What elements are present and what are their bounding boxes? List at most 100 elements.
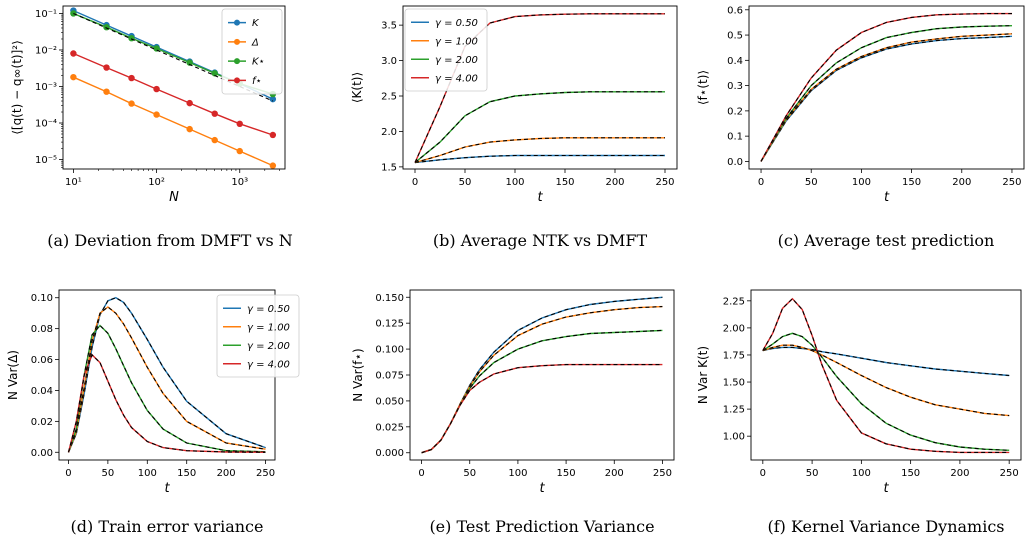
series-marker — [70, 50, 77, 57]
y-tick-label: 1.50 — [723, 378, 745, 389]
legend-label: Δ — [251, 37, 259, 48]
y-tick-label: 0.100 — [375, 345, 404, 356]
x-tick-label: 10¹ — [65, 177, 82, 188]
y-tick-label: 0.050 — [375, 396, 404, 407]
dmft-dashed-line — [67, 324, 266, 453]
x-tick-label: 250 — [256, 468, 275, 479]
axes-frame — [748, 5, 1025, 170]
y-tick-label: 0.000 — [375, 448, 404, 459]
legend-box — [404, 8, 488, 92]
dmft-dashed-line — [760, 35, 1013, 162]
legend-label: γ = 4.00 — [247, 359, 290, 370]
x-tick-label: 0 — [760, 468, 766, 479]
x-tick-label: 200 — [950, 468, 969, 479]
dmft-dashed-line — [414, 137, 665, 164]
y-tick-label: 2.5 — [381, 92, 397, 103]
y-tick-label: 0.025 — [375, 422, 404, 433]
x-tick-label: 200 — [952, 177, 971, 188]
dmft-dashed-line — [67, 306, 266, 453]
axes-frame — [62, 5, 286, 170]
dmft-dashed-line — [414, 154, 665, 164]
series-marker — [153, 85, 160, 93]
subplot-caption: (b) Average NTK vs DMFT — [433, 231, 648, 250]
series-line-1 — [762, 344, 1010, 417]
dmft-dashed-line — [67, 297, 266, 453]
series-marker — [186, 99, 193, 107]
subplot-caption: (d) Train error variance — [71, 517, 264, 536]
dmft-dashed-line — [414, 91, 665, 164]
y-tick-label: 0.3 — [727, 81, 743, 92]
subplot-e: 0 50 100 150 200 250 0.000 0.025 0.050 0.075 0.100… — [351, 289, 675, 536]
x-tick-label: 50 — [805, 177, 818, 188]
subplot-caption: (a) Deviation from DMFT vs N — [47, 231, 293, 250]
series-line-0 — [414, 154, 665, 164]
x-tick-label: 0 — [758, 177, 764, 188]
y-tick-label: 0.125 — [375, 319, 404, 330]
y-tick-label: 0.6 — [727, 5, 743, 16]
x-tick-label: 250 — [655, 177, 674, 188]
legend-marker — [234, 58, 240, 65]
x-tick-label: 200 — [605, 468, 624, 479]
x-axis-label: t — [539, 481, 545, 496]
legend: γ = 0.50 γ = 1.00 γ = 2.00 γ = 4.00 — [404, 8, 488, 92]
y-tick-label: 0.08 — [31, 324, 53, 335]
y-tick-label: 0.4 — [727, 56, 743, 67]
series-marker — [128, 74, 135, 82]
y-tick-label: 1.25 — [723, 405, 745, 416]
series-marker — [128, 100, 135, 107]
y-tick-label: 0.0 — [727, 157, 743, 168]
series-marker — [103, 64, 110, 71]
y-axis-label: N Var K(t) — [696, 346, 710, 404]
x-axis-label: t — [537, 190, 543, 205]
dmft-dashed-line — [760, 13, 1012, 162]
plot-area — [421, 296, 663, 454]
series-marker — [70, 73, 77, 81]
legend-label: γ = 2.00 — [435, 55, 478, 66]
x-tick-label: 0 — [65, 468, 71, 479]
x-tick-label: 50 — [463, 468, 476, 479]
series-marker — [70, 10, 77, 17]
x-tick-label: 0 — [418, 468, 424, 479]
y-axis-label: N Var(Δ) — [6, 350, 20, 400]
series-line-2 — [421, 329, 663, 454]
y-tick-label: 3.5 — [381, 21, 397, 32]
series-marker — [211, 110, 218, 117]
y-tick-label: 0.10 — [31, 293, 53, 304]
legend-label: γ = 2.00 — [247, 341, 290, 352]
legend-label: γ = 0.50 — [247, 304, 290, 315]
legend-label: K⋆ — [252, 57, 265, 68]
legend-label: γ = 4.00 — [435, 73, 478, 84]
plot-area — [762, 297, 1010, 454]
dmft-dashed-line — [762, 346, 1010, 377]
series-marker — [211, 136, 218, 144]
series-marker — [186, 125, 193, 133]
dmft-dashed-line — [762, 297, 1010, 453]
series-marker — [269, 131, 277, 139]
subplot-f: 0 50 100 150 200 250 1.00 1.25 1.50 1.75 2.00 2.25 t… — [696, 289, 1022, 536]
x-tick-label: 200 — [605, 177, 624, 188]
x-tick-label: 150 — [177, 468, 196, 479]
x-tick-label: 50 — [459, 177, 472, 188]
legend-marker — [234, 77, 240, 84]
x-tick-label: 100 — [138, 468, 157, 479]
x-tick-label: 10³ — [231, 177, 248, 188]
x-axis-label: t — [883, 481, 889, 496]
x-tick-label: 100 — [852, 177, 871, 188]
axes-frame — [750, 289, 1022, 461]
y-tick-label: 1.5 — [381, 162, 397, 173]
x-axis-label: t — [164, 481, 170, 496]
y-tick-label: 2.0 — [381, 127, 397, 138]
x-tick-label: 200 — [217, 468, 236, 479]
y-tick-label: 10⁻⁵ — [35, 155, 57, 166]
y-tick-label: 0.2 — [727, 106, 743, 117]
series-line-0 — [762, 346, 1010, 377]
legend: γ = 0.50 γ = 1.00 γ = 2.00 γ = 4.00 — [216, 294, 300, 378]
reference-dashed-line — [73, 12, 274, 102]
subplot-b: 0 50 100 150 200 250 1.5 2.0 2.5 3.0 3.5 t ⟨K(t)⟩ (b)… — [350, 5, 678, 250]
dmft-dashed-line — [421, 329, 663, 454]
y-tick-label: 10⁻² — [35, 45, 57, 56]
y-axis-label: N Var(f⋆) — [351, 348, 365, 401]
series-line-0 — [421, 296, 663, 454]
x-tick-label: 150 — [901, 468, 920, 479]
y-tick-label: 2.00 — [723, 323, 745, 334]
